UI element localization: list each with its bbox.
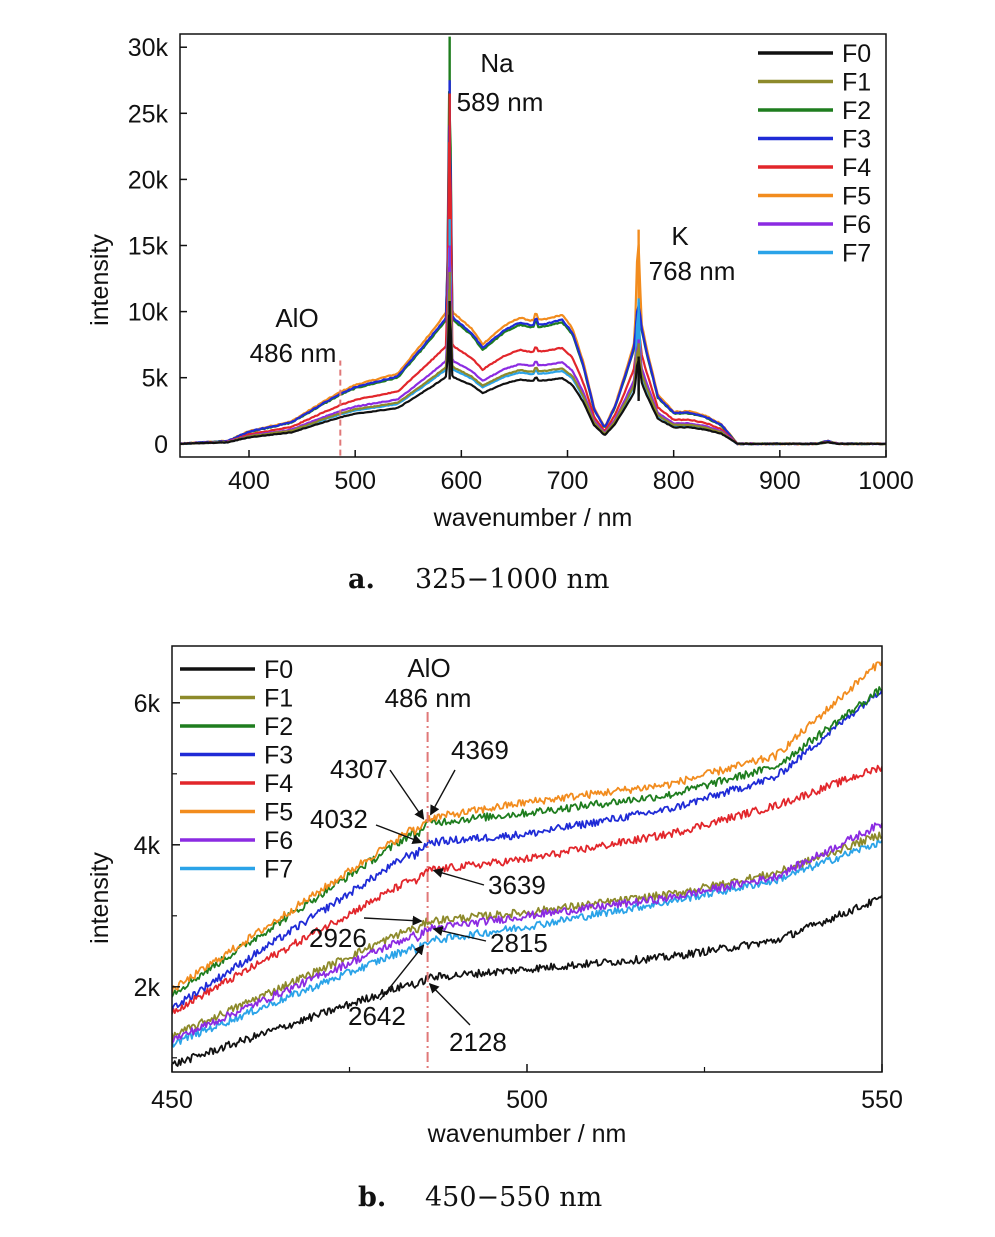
annotation-alo-wavelength: 486 nm [250, 338, 337, 368]
chart-a-x-tick-label: 500 [334, 467, 376, 495]
annotation-arrow-2815 [432, 926, 487, 942]
annotation-value-2815: 2815 [490, 928, 548, 958]
legend-label-F7: F7 [842, 240, 871, 268]
marker-label-486nm: 486 nm [385, 683, 472, 713]
annotation-arrow-4369 [429, 769, 456, 816]
chart-a-x-tick-label: 1000 [858, 467, 914, 495]
annotation-value-2128: 2128 [449, 1027, 507, 1057]
legend-label-zoom-F1: F1 [264, 685, 293, 713]
chart-b-x-axis-label: wavenumber / nm [427, 1120, 627, 1148]
legend-label-zoom-F6: F6 [264, 827, 293, 855]
annotation-value-4307: 4307 [330, 754, 388, 784]
legend-label-zoom-F5: F5 [264, 799, 293, 827]
chart-b-value-annotations: 4307 4369 4032 3639 2926 2815 2642 2128 [309, 735, 548, 1057]
chart-a-y-tick-label: 20k [128, 166, 169, 194]
legend-label-zoom-F7: F7 [264, 856, 293, 884]
annotation-value-2642: 2642 [348, 1001, 406, 1031]
chart-a-x-axis-label: wavenumber / nm [433, 504, 633, 532]
chart-a-x-tick-label: 400 [228, 467, 270, 495]
chart-b-y-tick-label: 4k [134, 832, 161, 860]
caption-b-text: 450−550 nm [425, 1182, 602, 1213]
chart-a-y-axis-label: intensity [86, 234, 114, 326]
legend-label-zoom-F0: F0 [264, 656, 293, 684]
annotation-arrow-3639 [432, 868, 485, 886]
legend-label-zoom-F2: F2 [264, 713, 293, 741]
annotation-value-2926: 2926 [309, 923, 367, 953]
chart-a-y-tick-label: 10k [128, 299, 169, 327]
chart-a-y-tick-label: 5k [142, 365, 169, 393]
legend-label-F6: F6 [842, 211, 871, 239]
series-line-zoom-F3 [172, 689, 882, 1010]
chart-a-y-tick-label: 30k [128, 34, 169, 62]
annotation-arrow-4032 [375, 824, 423, 844]
annotation-k-wavelength: 768 nm [649, 256, 736, 286]
chart-a-x-tick-label: 600 [440, 467, 482, 495]
chart-b: 450 500 550 2k 4k 6k wavenumber / nm intensi… [86, 645, 903, 1148]
chart-b-x-tick-label: 450 [151, 1086, 193, 1114]
series-line-zoom-F0 [172, 894, 882, 1067]
chart-b-y-axis-label: intensity [86, 852, 114, 944]
marker-label-alo: AlO [407, 653, 450, 683]
chart-a-y-tick-label: 0 [154, 431, 168, 459]
series-line-zoom-F7 [172, 838, 882, 1048]
annotation-arrow-2926 [363, 915, 423, 926]
caption-b-label: b. [358, 1182, 386, 1213]
annotation-arrow-2642 [379, 944, 425, 1001]
chart-b-x-tick-label: 550 [861, 1086, 903, 1114]
caption-a-label: a. [348, 564, 375, 595]
chart-a-x-tick-label: 900 [759, 467, 801, 495]
series-line-F2 [180, 90, 886, 446]
annotation-value-3639: 3639 [488, 870, 546, 900]
chart-a: 400 500 600 700 800 900 1000 0 5k 10k 15k 20k 25k 30… [86, 33, 914, 532]
legend-label-F5: F5 [842, 183, 871, 211]
annotation-value-4369: 4369 [451, 735, 509, 765]
chart-b-y-tick-label: 2k [134, 974, 161, 1002]
annotation-arrow-4307 [389, 769, 425, 820]
legend-label-zoom-F4: F4 [264, 770, 293, 798]
series-line-F4 [180, 141, 886, 446]
series-line-zoom-F5 [172, 660, 882, 994]
legend-label-F4: F4 [842, 154, 871, 182]
annotation-alo-label: AlO [275, 303, 318, 333]
chart-b-y-tick-label: 6k [134, 690, 161, 718]
chart-b-x-tick-label: 500 [506, 1086, 548, 1114]
series-line-F3 [180, 125, 886, 446]
legend-label-F2: F2 [842, 97, 871, 125]
annotation-k-label: K [671, 221, 689, 251]
annotation-arrow-2128 [428, 982, 471, 1026]
legend-label-F1: F1 [842, 69, 871, 97]
chart-a-y-tick-label: 25k [128, 100, 169, 128]
annotation-na-wavelength: 589 nm [457, 87, 544, 117]
legend-label-zoom-F3: F3 [264, 742, 293, 770]
chart-a-y-tick-label: 15k [128, 233, 169, 261]
annotation-na-label: Na [480, 48, 514, 78]
chart-a-x-tick-label: 700 [547, 467, 589, 495]
chart-a-x-tick-label: 800 [653, 467, 695, 495]
series-line-F0 [180, 314, 886, 446]
annotation-value-4032: 4032 [310, 804, 368, 834]
series-line-zoom-F4 [172, 764, 882, 1015]
caption-a-text: 325−1000 nm [415, 564, 609, 595]
legend-label-F0: F0 [842, 40, 871, 68]
series-line-zoom-F6 [172, 822, 882, 1044]
legend-label-F3: F3 [842, 126, 871, 154]
